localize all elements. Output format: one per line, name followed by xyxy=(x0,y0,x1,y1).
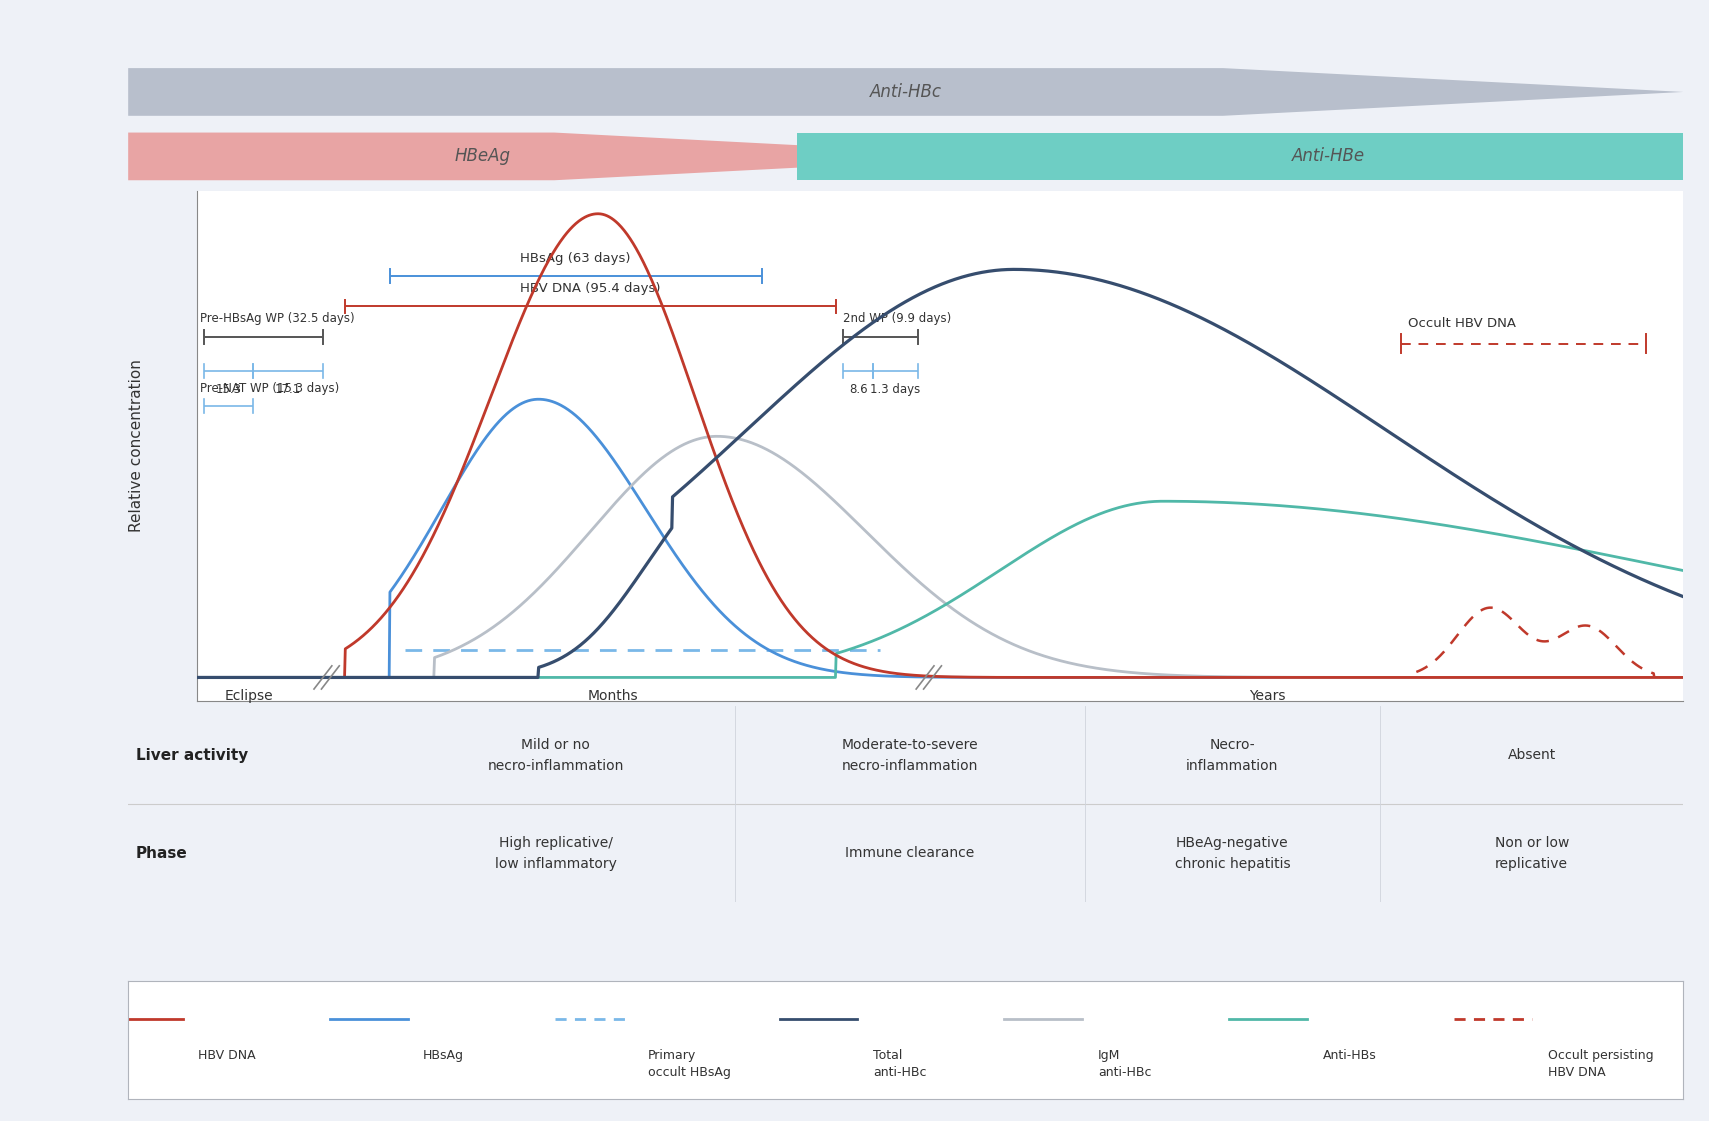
Text: Liver activity: Liver activity xyxy=(137,748,248,762)
Text: Years: Years xyxy=(1249,689,1285,703)
Text: Anti-HBc: Anti-HBc xyxy=(870,83,942,101)
Text: 1.3 days: 1.3 days xyxy=(870,383,921,396)
Text: Months: Months xyxy=(588,689,637,703)
Text: 8.6: 8.6 xyxy=(849,383,868,396)
Polygon shape xyxy=(796,132,1683,180)
Text: Moderate-to-severe
necro-inflammation: Moderate-to-severe necro-inflammation xyxy=(841,738,978,772)
Polygon shape xyxy=(128,68,1683,115)
Text: Occult persisting
HBV DNA: Occult persisting HBV DNA xyxy=(1548,1049,1653,1080)
Text: Anti-HBe: Anti-HBe xyxy=(1292,147,1365,166)
Text: Eclipse: Eclipse xyxy=(224,689,273,703)
Text: 15.3: 15.3 xyxy=(215,383,241,396)
Text: Total
anti-HBc: Total anti-HBc xyxy=(873,1049,926,1080)
Text: Primary
occult HBsAg: Primary occult HBsAg xyxy=(648,1049,731,1080)
Text: IgM
anti-HBc: IgM anti-HBc xyxy=(1097,1049,1152,1080)
Text: Pre-NAT WP (15.3 days): Pre-NAT WP (15.3 days) xyxy=(200,381,338,395)
Text: HBeAg-negative
chronic hepatitis: HBeAg-negative chronic hepatitis xyxy=(1174,836,1290,871)
Text: HBV DNA: HBV DNA xyxy=(198,1049,256,1062)
Polygon shape xyxy=(128,132,1015,180)
Text: Anti-HBs: Anti-HBs xyxy=(1323,1049,1376,1062)
Text: HBV DNA (95.4 days): HBV DNA (95.4 days) xyxy=(520,281,661,295)
Text: Necro-
inflammation: Necro- inflammation xyxy=(1186,738,1278,772)
Text: 2nd WP (9.9 days): 2nd WP (9.9 days) xyxy=(843,312,952,325)
Text: HBeAg: HBeAg xyxy=(455,147,511,166)
Text: Non or low
replicative: Non or low replicative xyxy=(1495,836,1569,871)
Text: HBsAg (63 days): HBsAg (63 days) xyxy=(521,252,631,265)
Text: Absent: Absent xyxy=(1507,749,1555,762)
Text: Phase: Phase xyxy=(137,846,188,861)
Text: High replicative/
low inflammatory: High replicative/ low inflammatory xyxy=(496,836,617,871)
Text: Pre-HBsAg WP (32.5 days): Pre-HBsAg WP (32.5 days) xyxy=(200,312,354,325)
Text: Mild or no
necro-inflammation: Mild or no necro-inflammation xyxy=(487,738,624,772)
Text: Immune clearance: Immune clearance xyxy=(844,846,974,860)
Text: HBsAg: HBsAg xyxy=(424,1049,465,1062)
Text: Occult HBV DNA: Occult HBV DNA xyxy=(1408,316,1516,330)
Text: 17.1: 17.1 xyxy=(275,383,301,396)
Text: Relative concentration: Relative concentration xyxy=(130,359,144,532)
